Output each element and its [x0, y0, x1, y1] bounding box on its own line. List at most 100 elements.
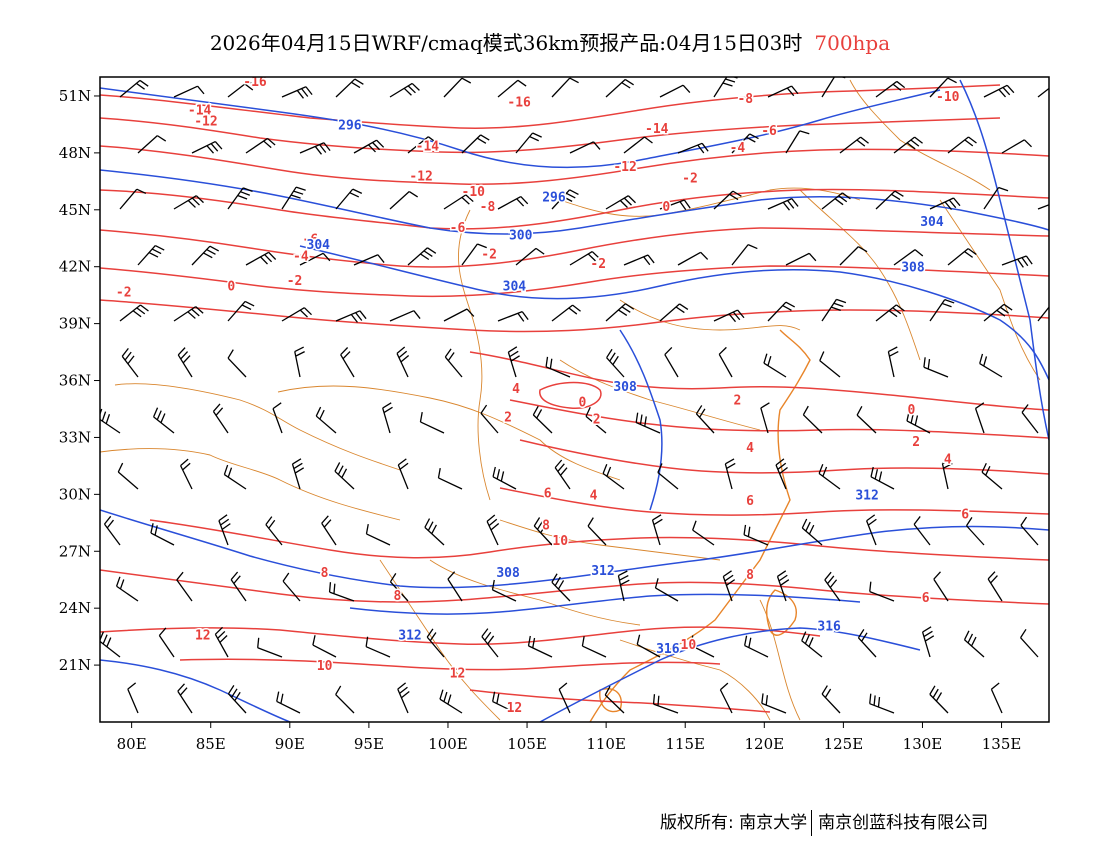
lon-tick-label: 135E: [982, 735, 1022, 753]
wind-barb-feather: [323, 142, 331, 152]
wind-barb-feather: [856, 406, 863, 416]
wind-barb-feather: [265, 516, 273, 526]
lon-tick-label: 90E: [275, 735, 305, 753]
wind-barb-feather: [635, 412, 639, 423]
wind-barb-feather: [906, 411, 910, 422]
wind-barb-feather: [942, 458, 952, 465]
wind-barb-feather: [805, 521, 811, 532]
wind-barb-feather: [359, 310, 367, 320]
wind-barb-shaft: [515, 247, 537, 266]
wind-barb-feather: [319, 409, 325, 420]
wind-barb-feather: [257, 637, 260, 648]
wind-barb-feather: [877, 697, 881, 708]
lon-tick-label: 105E: [507, 735, 547, 753]
lon-tick-label: 110E: [586, 735, 626, 753]
wind-barb-shaft: [438, 477, 463, 490]
wind-barb-feather: [621, 82, 631, 89]
wind-barb-feather: [948, 199, 957, 209]
wind-barb-shaft: [507, 351, 517, 378]
wind-barb-feather: [210, 143, 219, 152]
lat-tick-label: 48N: [59, 144, 91, 162]
temperature-label: -2: [682, 172, 698, 187]
wind-barb-feather: [500, 471, 505, 482]
wind-barb-shaft: [281, 86, 307, 98]
height-label: 308: [901, 261, 925, 276]
wind-barb-feather: [215, 407, 224, 416]
wind-barb-feather: [101, 411, 107, 422]
wind-barb-feather: [1020, 516, 1028, 526]
wind-barb-feather: [866, 514, 876, 522]
wind-barb-shaft: [839, 246, 859, 266]
wind-barb-feather: [878, 471, 883, 482]
wind-barb-feather: [791, 198, 799, 207]
longitude-axis: 80E 85E 90E 95E 100E 105E 110E 115E 120E 125E 130E…: [117, 722, 1022, 753]
temperature-label: -12: [409, 170, 432, 185]
wind-barb-feather: [1003, 303, 1013, 311]
wind-barb-feather: [569, 189, 579, 196]
wind-barb-feather: [744, 635, 748, 646]
wind-barb-feather: [983, 356, 988, 367]
wind-barb-feather: [1017, 258, 1024, 268]
wind-barb-shaft: [605, 78, 626, 98]
wind-barb-feather: [726, 579, 736, 586]
wind-barb-feather: [782, 304, 792, 311]
wind-barb-shaft: [558, 689, 571, 714]
wind-barb-shaft: [839, 136, 862, 154]
wind-barb-feather: [557, 463, 565, 472]
wind-barb-feather: [718, 346, 727, 355]
wind-barb-feather: [529, 135, 539, 142]
wind-barb-shaft: [551, 304, 574, 322]
wind-barb-feather: [1006, 84, 1015, 94]
temperature-labels: -16-14-12-16-14-12-14-12-10-8-8-6-4-20-1…: [114, 77, 970, 717]
wind-barb-feather: [1059, 81, 1067, 87]
wind-barb-feather: [808, 524, 815, 535]
wind-barb-shaft: [397, 688, 409, 714]
wind-barb-feather: [869, 581, 872, 592]
lat-tick-label: 21N: [59, 656, 91, 674]
wind-barb-shaft: [137, 245, 156, 266]
wind-barb-feather: [397, 458, 407, 466]
wind-barb-feather: [804, 634, 810, 644]
wind-barb-feather: [929, 685, 936, 695]
wind-barb-feather: [965, 516, 973, 527]
wind-barb-shaft: [177, 354, 193, 378]
wind-barb-shaft: [947, 248, 969, 266]
wind-barb-feather: [480, 134, 490, 141]
wind-barb-shaft: [245, 137, 268, 154]
lat-tick-label: 24N: [59, 599, 91, 617]
wind-barb-feather: [947, 77, 957, 84]
wind-barb-feather: [592, 141, 601, 150]
wind-barb-feather: [1062, 200, 1068, 208]
wind-barb-feather: [191, 308, 200, 317]
wind-barb-feather: [491, 579, 495, 591]
wind-barb-shaft: [281, 307, 305, 322]
height-label: 304: [503, 280, 527, 295]
lon-tick-label: 85E: [196, 735, 226, 753]
wind-barb-feather: [399, 686, 408, 694]
wind-barb-feather: [411, 82, 420, 91]
wind-barb-feather: [692, 520, 697, 531]
wind-barb-shaft: [623, 254, 649, 266]
wind-barb-feather: [231, 688, 238, 698]
wind-barb-shaft: [366, 533, 391, 546]
wind-barb-feather: [521, 311, 529, 321]
wind-barb-feather: [150, 523, 154, 534]
wind-barb-feather: [355, 312, 363, 321]
wind-barb-feather: [182, 355, 191, 364]
wind-barb-shaft: [1001, 139, 1025, 154]
wind-barb-feather: [609, 352, 616, 362]
wind-barb-feather: [587, 517, 594, 527]
wind-barb-shaft: [497, 195, 522, 210]
wind-barb-feather: [314, 146, 322, 155]
wind-barb-feather: [217, 630, 226, 639]
wind-barb-feather: [160, 413, 166, 423]
wind-barb-feather: [176, 571, 184, 581]
wind-barb-shaft: [602, 472, 625, 490]
wind-barb-feather: [461, 77, 472, 84]
wind-barb-feather: [396, 346, 406, 354]
wind-barb-feather: [979, 353, 984, 364]
wind-barb-shaft: [389, 82, 413, 98]
wind-barb-feather: [554, 576, 561, 587]
wind-barb-shaft: [979, 363, 1003, 378]
wind-barb-shaft: [312, 644, 337, 658]
